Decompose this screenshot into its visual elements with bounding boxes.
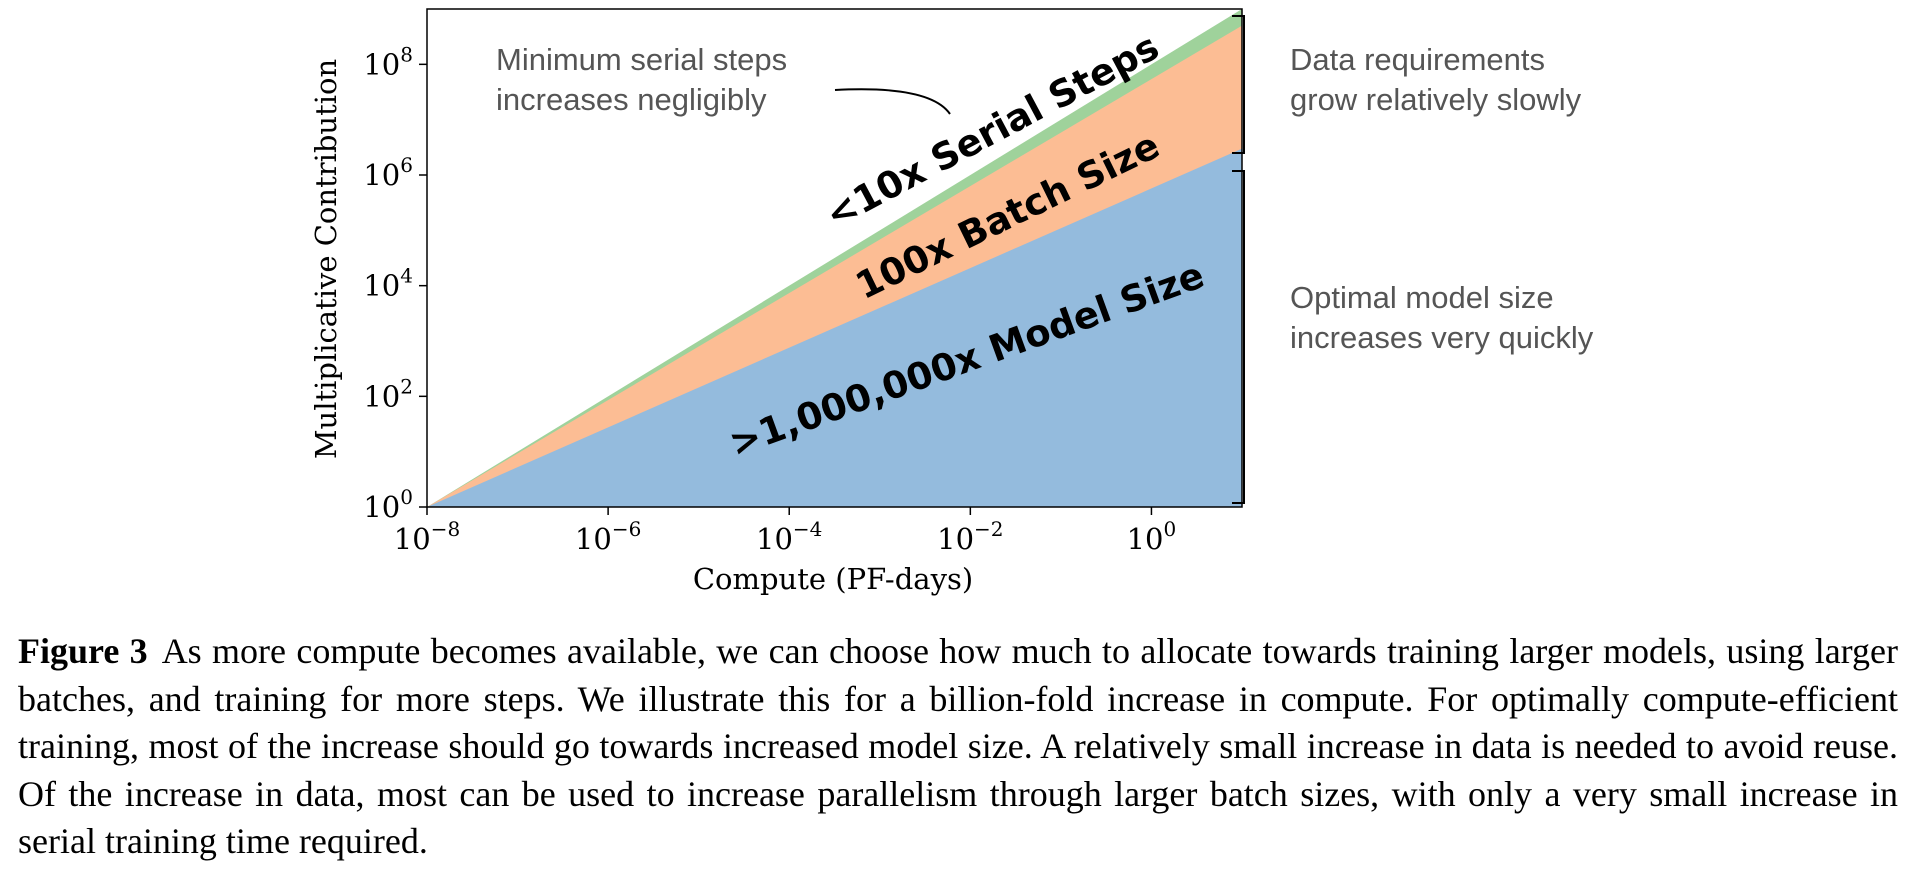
- x-tick-label: 10−2: [937, 517, 1003, 556]
- figure-caption: Figure 3 As more compute becomes availabl…: [18, 628, 1898, 866]
- x-tick-label: 10−8: [394, 517, 460, 556]
- data-bracket: [1232, 15, 1245, 154]
- model-bracket: [1232, 170, 1245, 504]
- x-axis-title: Compute (PF-days): [693, 562, 973, 596]
- x-tick-label: 10−6: [575, 517, 641, 556]
- data-note-line1: Data requirements: [1290, 42, 1545, 77]
- y-axis: 100 102 104 106 108: [363, 42, 427, 524]
- chart: 10−8 10−6 10−4 10−2 100 100 102 104 106 108 Comp…: [309, 8, 1594, 596]
- plot-area: [426, 8, 1243, 508]
- plot-frame: [426, 8, 1243, 508]
- y-axis-title: Multiplicative Contribution: [309, 59, 343, 459]
- serial-note-line1: Minimum serial steps: [496, 42, 787, 77]
- model-note-line2: increases very quickly: [1290, 320, 1594, 355]
- serial-note-line2: increases negligibly: [496, 82, 767, 117]
- caption-text: As more compute becomes available, we ca…: [18, 631, 1898, 861]
- x-tick-label: 100: [1127, 517, 1177, 556]
- x-axis: 10−8 10−6 10−4 10−2 100: [394, 507, 1176, 556]
- model-note-line1: Optimal model size: [1290, 280, 1554, 315]
- y-tick-label: 102: [363, 374, 413, 413]
- data-note-line2: grow relatively slowly: [1290, 82, 1582, 117]
- serial-note-pointer: [834, 88, 951, 115]
- y-tick-label: 104: [363, 264, 413, 303]
- area-model-size: [427, 148, 1242, 507]
- y-tick-label: 106: [363, 153, 413, 192]
- y-tick-label: 108: [363, 42, 413, 81]
- y-tick-label: 100: [363, 485, 413, 524]
- caption-label: Figure 3: [18, 631, 148, 671]
- x-tick-label: 10−4: [756, 517, 822, 556]
